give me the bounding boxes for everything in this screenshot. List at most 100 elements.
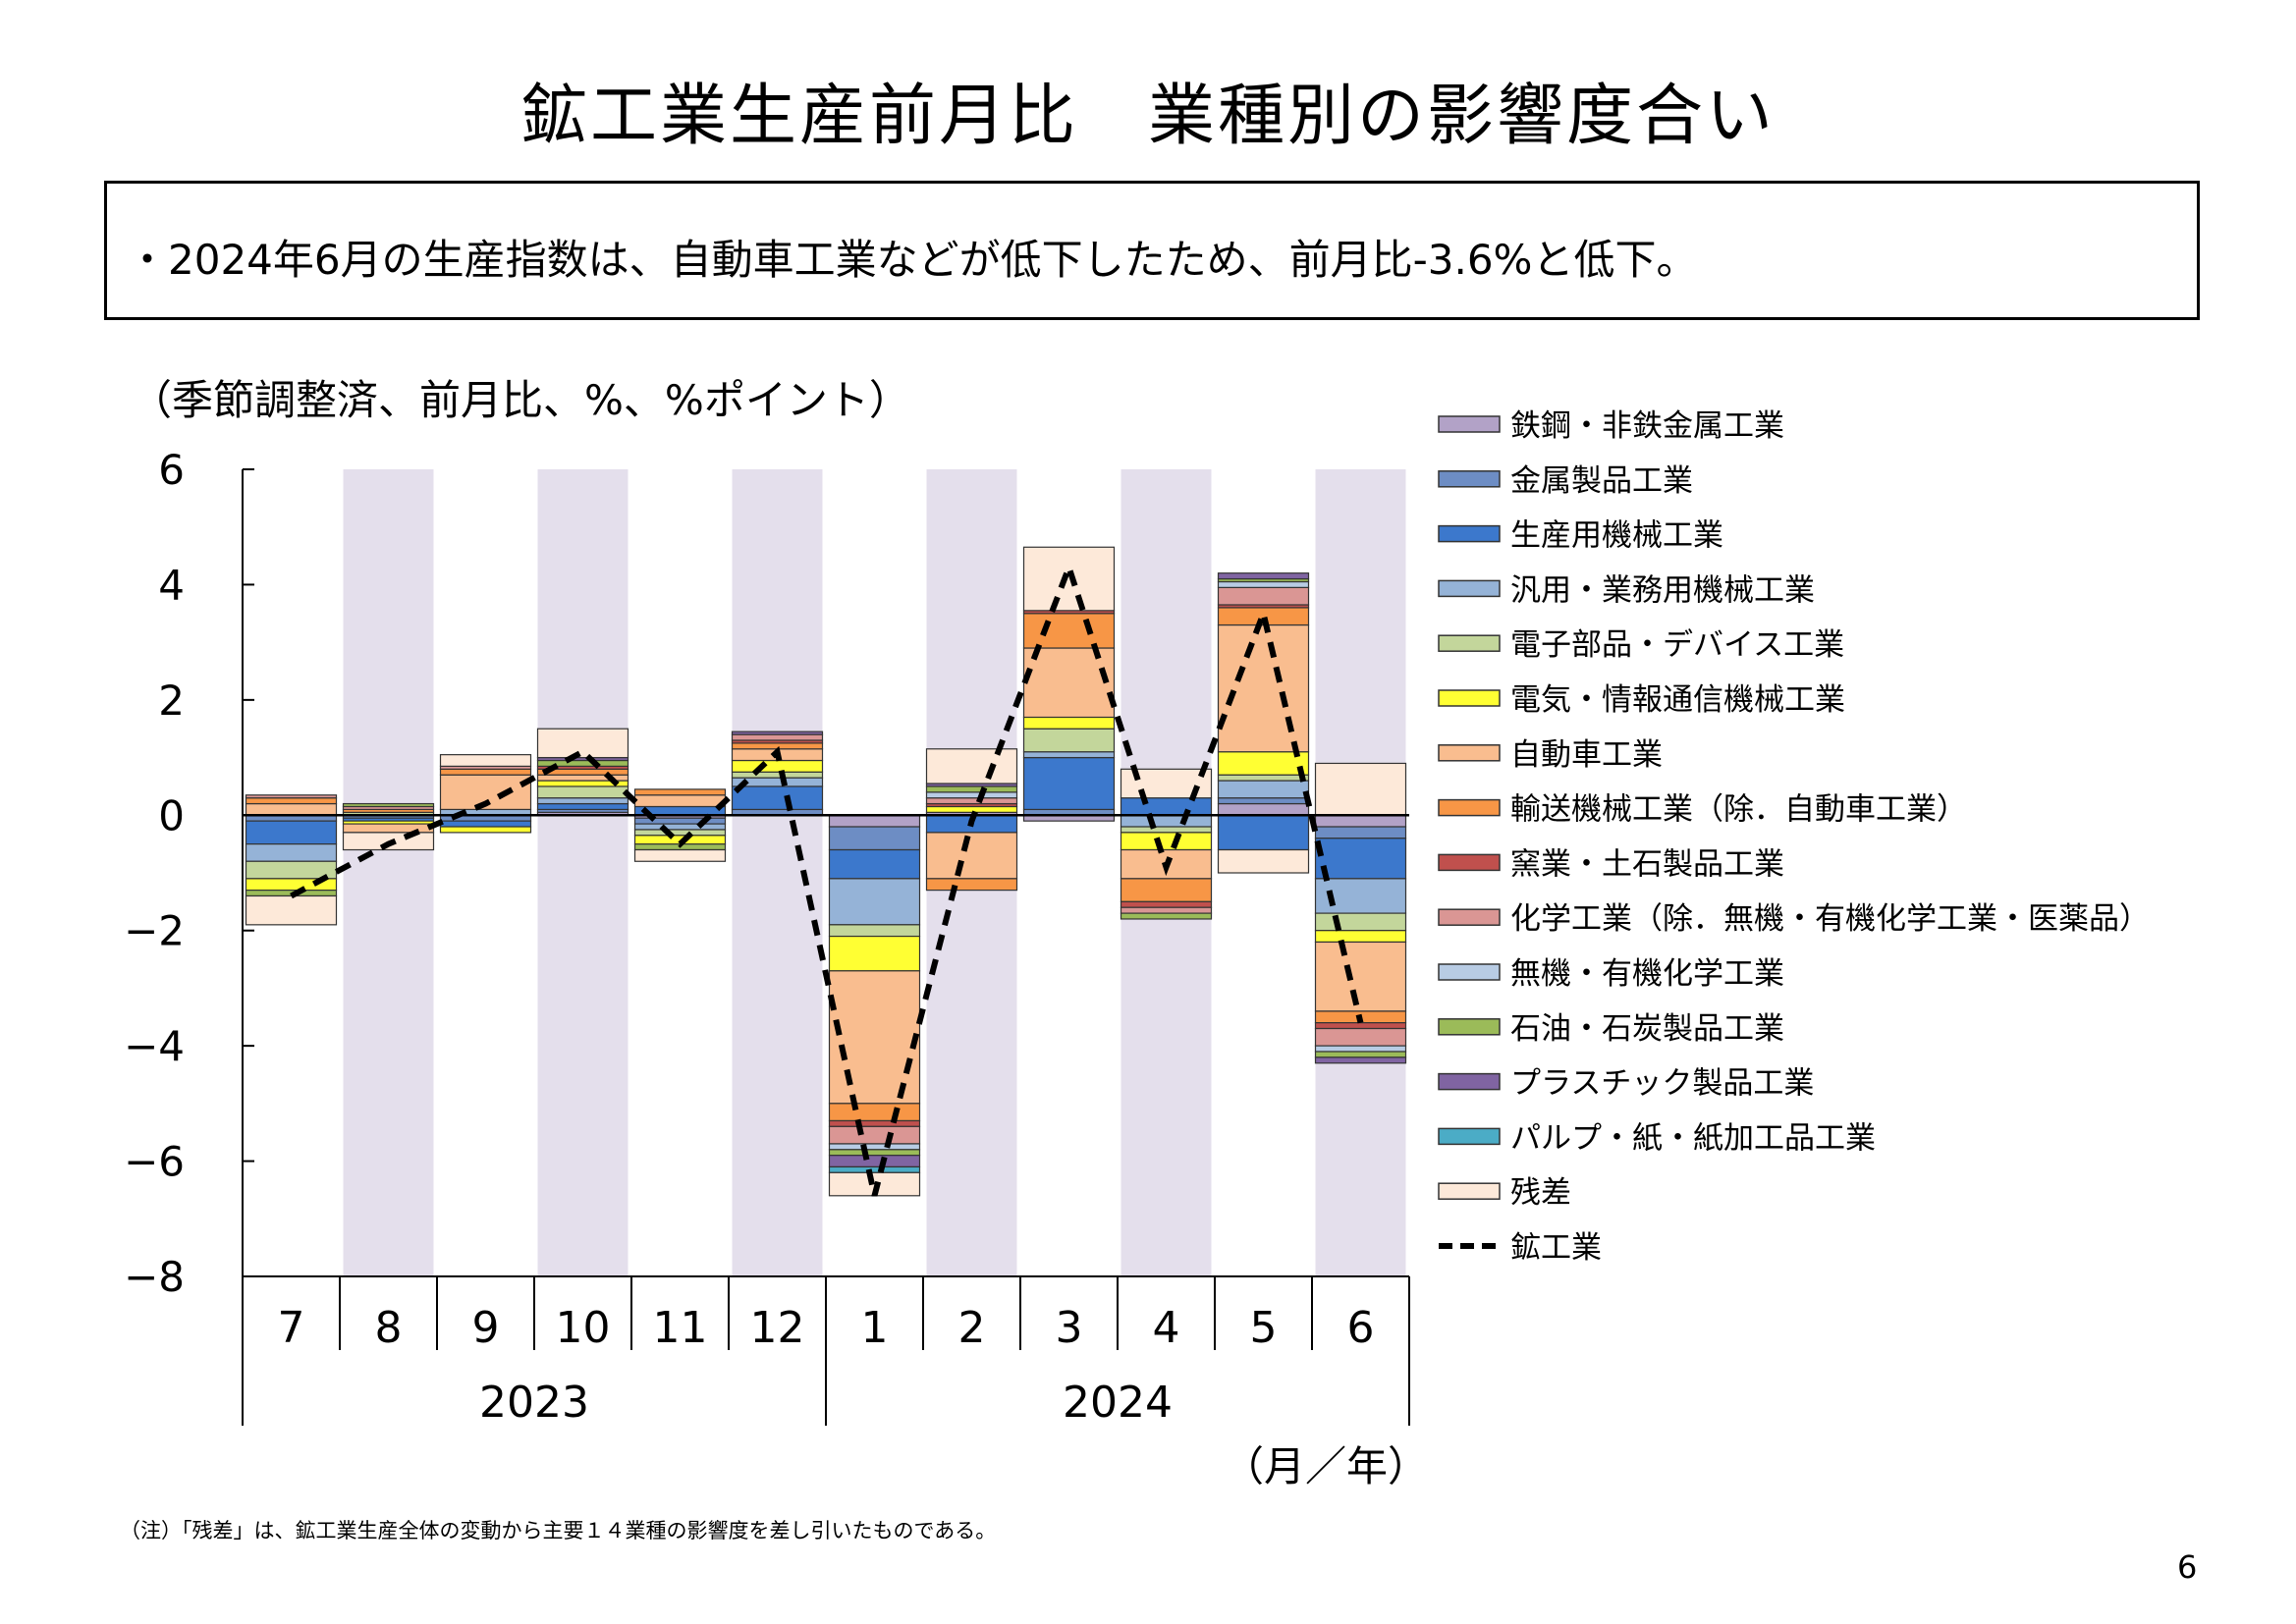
legend-label: 汎用・業務用機械工業 <box>1510 572 1815 608</box>
bar-segment <box>1022 716 1116 730</box>
bar-segment <box>1314 941 1407 1012</box>
bar-segment <box>828 970 921 1105</box>
legend-label: 輸送機械工業（除．自動車工業） <box>1510 792 1967 828</box>
bar-segment <box>1314 762 1407 816</box>
bar-segment <box>245 802 338 816</box>
legend-label: 電気・情報通信機械工業 <box>1510 682 1845 718</box>
legend-label: プラスチック製品工業 <box>1510 1066 1814 1102</box>
legend-swatch <box>1438 634 1501 652</box>
y-tick-label: −6 <box>124 1138 185 1186</box>
bar-segment <box>633 794 727 808</box>
bar-segment <box>731 759 824 773</box>
bar-segment <box>731 785 824 811</box>
bar-segment <box>1120 906 1213 914</box>
bar-segment <box>1217 848 1310 874</box>
legend-swatch <box>1438 908 1501 926</box>
summary-box: ・2024年6月の生産指数は、自動車工業などが低下したため、前月比-3.6%と低… <box>104 181 2200 320</box>
bar-segment <box>1120 814 1213 828</box>
legend-label: 自動車工業 <box>1510 737 1663 773</box>
bar-segment <box>245 794 338 799</box>
bar-segment <box>1217 797 1310 805</box>
x-tick-label: 12 <box>750 1303 805 1353</box>
bar-segment <box>828 1103 921 1122</box>
legend-swatch <box>1438 1072 1501 1091</box>
bar-segment <box>633 823 727 831</box>
year-label: 2024 <box>1063 1378 1173 1428</box>
legend-label: 電子部品・デバイス工業 <box>1510 627 1844 663</box>
y-tick-label: 2 <box>158 677 185 725</box>
bar-segment <box>828 924 921 938</box>
x-tick-label: 6 <box>1347 1303 1375 1353</box>
legend-label: パルプ・紙・紙加工品工業 <box>1510 1120 1876 1156</box>
bar-segment <box>925 785 1018 793</box>
bar-segment <box>925 791 1018 799</box>
bar-segment <box>1314 930 1407 944</box>
bar-segment <box>1120 797 1213 816</box>
bar-segment <box>1314 838 1407 880</box>
legend-label-line: 鉱工業 <box>1510 1230 1602 1266</box>
x-tick-label: 4 <box>1153 1303 1180 1353</box>
legend-swatch <box>1438 524 1501 543</box>
shaded-column <box>537 469 629 1276</box>
bar-segment <box>1022 728 1116 753</box>
bar-segment <box>1314 1022 1407 1030</box>
bar-segment <box>439 826 532 834</box>
bar-segment <box>245 843 338 862</box>
bar-segment <box>1120 878 1213 902</box>
bar-segment <box>633 817 727 825</box>
legend-label: 石油・石炭製品工業 <box>1510 1011 1784 1047</box>
bar-segment <box>1314 1051 1407 1058</box>
x-tick-label: 1 <box>861 1303 889 1353</box>
bar-segment <box>828 848 921 880</box>
bar-segment <box>925 797 1018 805</box>
legend-label: 金属製品工業 <box>1510 463 1693 499</box>
bar-segment <box>245 894 338 926</box>
bar-segment <box>828 935 921 972</box>
bar-segment <box>439 820 532 828</box>
bar-segment <box>1314 1056 1407 1064</box>
legend-label: 生産用機械工業 <box>1510 518 1723 554</box>
bar-segment <box>1314 1045 1407 1053</box>
x-tick-label: 8 <box>375 1303 403 1353</box>
legend-swatch <box>1438 963 1501 981</box>
legend-swatch <box>1438 689 1501 707</box>
page-number: 6 <box>2177 1548 2198 1586</box>
bar-segment <box>439 768 532 776</box>
bar-segment <box>828 1165 921 1173</box>
bar-segment <box>1217 623 1310 753</box>
bar-segment <box>1217 780 1310 799</box>
page-title: 鉱工業生産前月比 業種別の影響度合い <box>519 78 1776 155</box>
year-label: 2023 <box>479 1378 589 1428</box>
bar-segment <box>1314 912 1407 932</box>
bar-segment <box>1217 802 1310 816</box>
bar-segment <box>342 823 435 834</box>
bar-segment <box>536 797 629 805</box>
bar-segment <box>925 878 1018 892</box>
legend-label: 無機・有機化学工業 <box>1510 956 1784 992</box>
bar-segment <box>1120 912 1213 920</box>
bar-segment <box>633 829 727 837</box>
legend-swatch <box>1438 798 1501 817</box>
bar-segment <box>828 1155 921 1168</box>
bar-segment <box>1120 826 1213 834</box>
bar-segment <box>1022 751 1116 759</box>
bar-segment <box>1314 826 1407 839</box>
bar-segment <box>1022 647 1116 719</box>
legend-label: 化学工業（除．無機・有機化学工業・医薬品） <box>1510 901 2150 937</box>
legend-label: 鉄鋼・非鉄金属工業 <box>1510 408 1784 444</box>
bar-segment <box>1217 814 1310 851</box>
bar-segment <box>925 832 1018 880</box>
bar-segment <box>1022 756 1116 811</box>
y-tick-label: −8 <box>124 1253 185 1301</box>
x-tick-label: 9 <box>472 1303 500 1353</box>
legend-swatch <box>1438 579 1501 598</box>
bar-segment <box>828 814 921 828</box>
y-tick-label: 6 <box>158 446 185 494</box>
x-tick-label: 11 <box>653 1303 708 1353</box>
legend-swatch <box>1438 1182 1501 1200</box>
legend-swatch <box>1438 415 1501 433</box>
bar-segment <box>925 748 1018 785</box>
total-line <box>290 558 1364 1197</box>
legend-label: 残差 <box>1510 1175 1571 1211</box>
